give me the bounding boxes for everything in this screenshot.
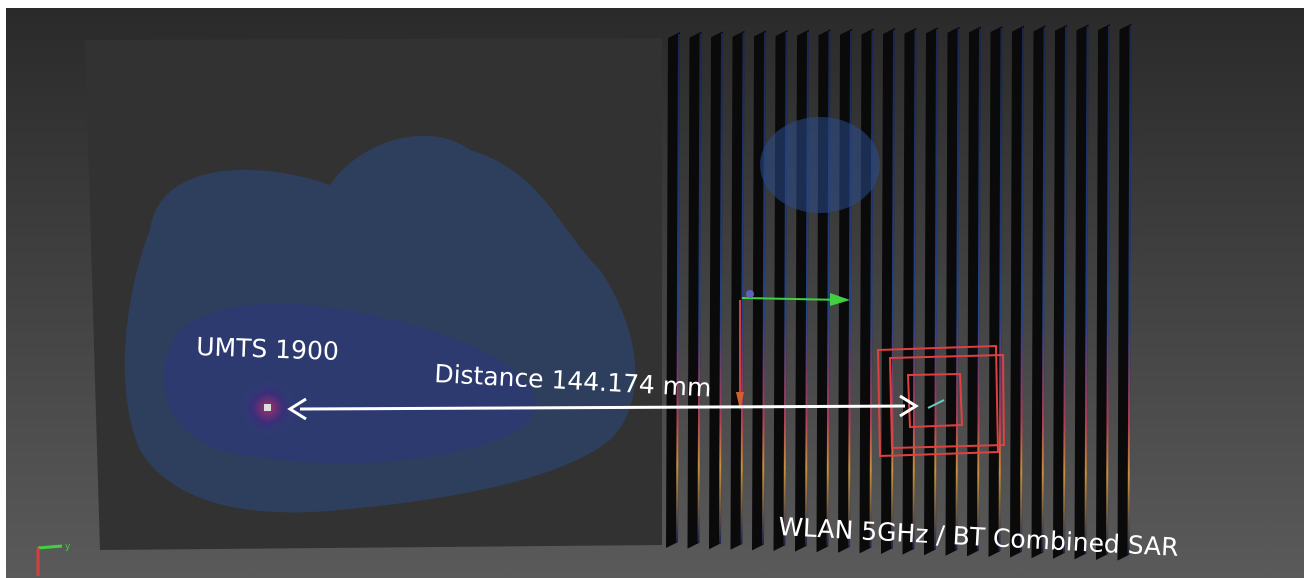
slice-edge: [805, 31, 809, 546]
slice-edge: [1041, 27, 1046, 553]
slice-edge: [869, 30, 874, 548]
slice-edge: [762, 32, 766, 545]
slice-edge: [977, 28, 981, 551]
sar-distribution-right: [760, 117, 880, 213]
distance-line: [299, 404, 906, 411]
orientation-label: y: [65, 542, 71, 552]
slice-edge: [740, 32, 745, 544]
slice-edge: [719, 33, 723, 544]
orientation-axis-y: [37, 544, 63, 550]
axis-origin: [746, 290, 754, 298]
source-label: UMTS 1900: [196, 332, 340, 366]
peak-marker: [264, 404, 271, 411]
slice-edge: [1063, 26, 1067, 553]
axis-x: [741, 297, 846, 301]
slice-edge: [826, 31, 831, 547]
slice-edge: [891, 29, 895, 549]
slice-edge: [848, 30, 852, 547]
slice-edge: [934, 29, 938, 550]
zoom-box-outer: [876, 344, 1000, 458]
slice-edge: [998, 27, 1003, 552]
distance-arrow-right: [899, 394, 919, 418]
slice-edge: [1020, 27, 1024, 552]
axis-z-head: [736, 392, 744, 410]
slice-edge: [1084, 26, 1089, 554]
zoom-box-back: [888, 353, 1006, 450]
slice-edge: [783, 31, 788, 546]
distance-arrow-left: [287, 397, 307, 421]
slice-edge: [1127, 25, 1132, 555]
slice-edge: [697, 33, 702, 543]
peak-marker-right: [927, 399, 945, 409]
slice-edge: [676, 33, 680, 543]
axis-x-head: [830, 293, 850, 306]
slice-edge: [955, 28, 960, 550]
slice-edge: [1106, 25, 1110, 555]
slice-edge: [912, 29, 917, 549]
